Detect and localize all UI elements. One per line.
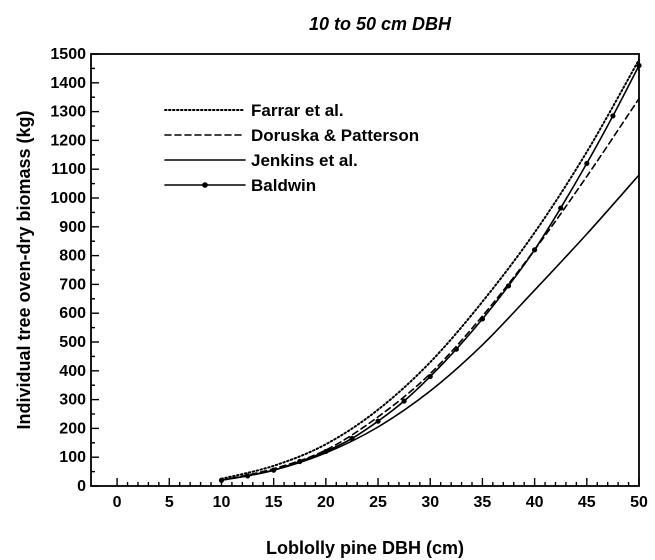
y-tick-label: 1100 [51,161,86,178]
x-tick-label: 35 [474,494,492,511]
series-line-farrar-et-al [222,60,640,479]
y-tick-label: 800 [59,248,86,265]
x-tick-label: 40 [526,494,544,511]
series-point-baldwin [454,347,459,352]
legend-marker-baldwin [202,182,208,188]
series-point-baldwin [636,63,641,68]
x-tick-label: 0 [113,494,122,511]
x-tick-label: 50 [630,494,648,511]
y-tick-label: 600 [59,305,86,322]
x-tick-label: 25 [369,494,387,511]
y-tick-label: 400 [59,363,86,380]
series-point-baldwin [245,473,250,478]
y-tick-label: 200 [59,420,86,437]
x-tick-label: 45 [578,494,596,511]
chart-title: 10 to 50 cm DBH [309,14,452,34]
legend-label-jenkins-et-al: Jenkins et al. [251,151,358,170]
series-point-baldwin [532,247,537,252]
y-tick-label: 500 [59,334,86,351]
series-point-baldwin [375,419,380,424]
x-tick-label: 5 [165,494,174,511]
y-tick-label: 900 [59,219,86,236]
y-tick-label: 100 [59,449,86,466]
y-axis-title: Individual tree oven-dry biomass (kg) [14,110,34,429]
series-point-baldwin [584,161,589,166]
x-tick-label: 20 [317,494,335,511]
y-tick-label: 1000 [50,190,86,207]
plot-frame [91,54,639,486]
series-point-baldwin [297,459,302,464]
series-layer [219,60,642,483]
series-point-baldwin [402,398,407,403]
y-tick-label: 300 [59,392,86,409]
x-tick-label: 10 [213,494,231,511]
legend-label-baldwin: Baldwin [251,176,316,195]
y-tick-label: 0 [77,478,86,495]
x-axis-title: Loblolly pine DBH (cm) [266,538,464,558]
y-tick-label: 700 [59,276,86,293]
series-point-baldwin [428,374,433,379]
y-tick-label: 1500 [50,46,86,63]
legend: Farrar et al. Doruska & Patterson Jenkins … [165,101,419,195]
series-point-baldwin [610,113,615,118]
series-point-baldwin [506,283,511,288]
series-point-baldwin [558,205,563,210]
series-line-jenkins-et-al [222,175,640,480]
legend-label-farrar-et-al: Farrar et al. [251,101,344,120]
y-tick-label: 1400 [50,75,86,92]
series-point-baldwin [349,436,354,441]
legend-label-doruska-patterson: Doruska & Patterson [251,126,419,145]
series-point-baldwin [219,478,224,483]
x-tick-label: 15 [265,494,283,511]
plot-area: 0 5 10 15 20 25 30 35 40 45 50 0 100 200 300 400 500 600… [50,46,648,511]
series-point-baldwin [271,468,276,473]
y-tick-label: 1300 [50,104,86,121]
series-point-baldwin [480,316,485,321]
y-tick-label: 1200 [50,132,86,149]
x-axis-ticks: 0 5 10 15 20 25 30 35 40 45 50 [113,478,648,511]
x-tick-label: 30 [421,494,439,511]
series-point-baldwin [323,449,328,454]
